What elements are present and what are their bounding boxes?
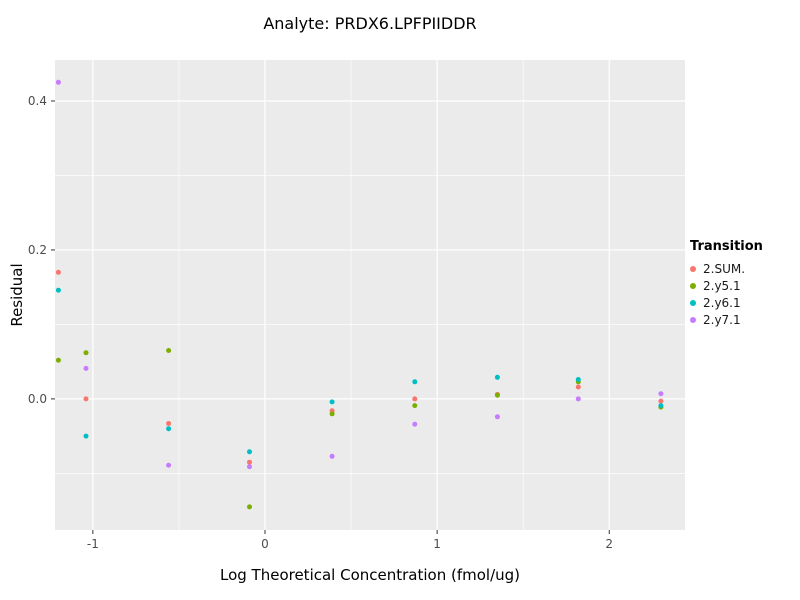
- legend-key-dot: [690, 316, 696, 323]
- legend-item: 2.SUM.: [690, 260, 763, 277]
- legend-key-dot: [690, 299, 696, 306]
- data-point: [55, 287, 61, 293]
- data-point: [494, 374, 500, 380]
- data-point: [83, 433, 89, 439]
- y-tick-label: 0.4: [27, 93, 47, 108]
- data-point: [55, 79, 61, 85]
- data-point: [55, 357, 61, 363]
- data-point: [412, 396, 418, 402]
- y-tick-label: 0.2: [27, 242, 47, 257]
- data-point: [575, 377, 581, 382]
- legend-item: 2.y5.1: [690, 277, 763, 294]
- legend: Transition 2.SUM. 2.y5.1 2.y6.1 2.y7.1: [690, 239, 763, 328]
- data-point: [329, 399, 335, 405]
- legend-title: Transition: [690, 239, 763, 254]
- data-point: [247, 449, 252, 455]
- data-point: [83, 396, 89, 402]
- x-axis-title: Log Theoretical Concentration (fmol/ug): [219, 566, 521, 584]
- data-point: [83, 365, 89, 371]
- legend-item-label: 2.y6.1: [703, 295, 741, 310]
- legend-item: 2.y7.1: [690, 311, 763, 328]
- legend-item-label: 2.SUM.: [703, 261, 746, 276]
- data-point: [166, 426, 172, 432]
- data-point: [55, 269, 61, 275]
- y-axis-title: Residual: [8, 263, 26, 327]
- points-layer: [55, 79, 664, 510]
- x-tick-label: 2: [605, 537, 614, 551]
- x-tick-label: -1: [86, 537, 99, 551]
- data-point: [166, 462, 172, 468]
- chart-title: Analyte: PRDX6.LPFPIIDDR: [263, 14, 477, 33]
- data-point: [575, 396, 581, 402]
- legend-items: 2.SUM. 2.y5.1 2.y6.1 2.y7.1: [690, 260, 763, 328]
- legend-key-dot: [690, 265, 696, 272]
- data-point: [412, 379, 418, 385]
- data-point: [329, 411, 335, 417]
- data-point: [658, 391, 664, 397]
- legend-item: 2.y6.1: [690, 294, 763, 311]
- y-tick-label: 0.0: [27, 391, 47, 406]
- data-point: [329, 453, 335, 459]
- data-point: [494, 414, 500, 420]
- panel-background: [55, 60, 685, 530]
- data-point: [575, 384, 581, 390]
- data-point: [412, 403, 418, 409]
- data-point: [83, 350, 89, 356]
- data-point: [166, 348, 172, 353]
- x-tick-label: 1: [433, 537, 441, 551]
- data-point: [247, 504, 252, 510]
- data-point: [658, 398, 664, 404]
- data-point: [412, 421, 418, 427]
- x-tick-label: 0: [261, 537, 269, 551]
- data-point: [247, 459, 252, 465]
- legend-item-label: 2.y7.1: [703, 312, 741, 327]
- data-point: [247, 464, 252, 470]
- legend-item-label: 2.y5.1: [703, 278, 741, 293]
- data-point: [166, 421, 172, 426]
- legend-key-dot: [690, 282, 696, 289]
- data-point: [658, 403, 664, 409]
- data-point: [494, 392, 500, 398]
